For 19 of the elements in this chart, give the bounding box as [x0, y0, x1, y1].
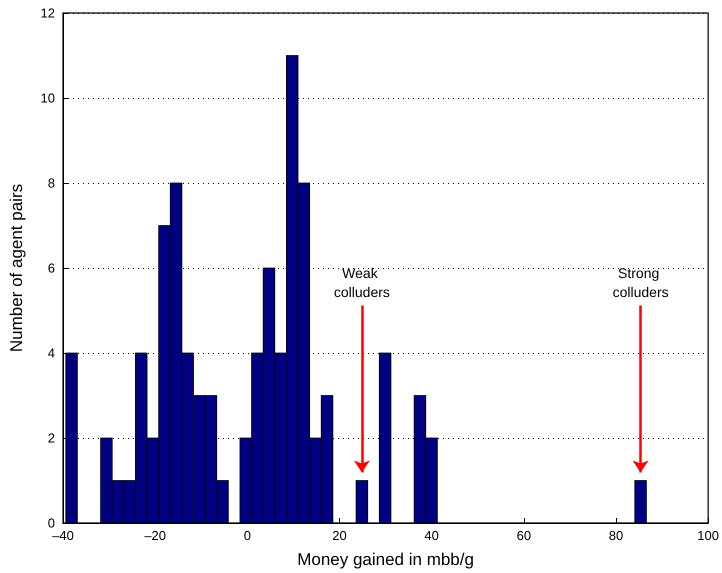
x-tick-label: 20: [332, 528, 347, 543]
x-tick-label: 80: [608, 528, 624, 543]
y-tick-label: 8: [48, 176, 55, 190]
annotation: Strong colluders: [612, 265, 669, 300]
x-tick-label: 100: [697, 528, 720, 543]
x-tick-label: –40: [52, 528, 74, 543]
x-tick-label: 60: [516, 528, 532, 543]
x-tick-label: –20: [144, 528, 166, 543]
y-tick-label: 0: [48, 516, 55, 530]
y-tick-label: 12: [40, 6, 55, 20]
x-tick-label: 40: [424, 528, 439, 543]
y-tick-label: 10: [40, 90, 55, 106]
x-axis-title: Money gained in mbb/g: [297, 550, 474, 569]
y-tick-label: 2: [48, 430, 55, 446]
y-tick-label: 6: [48, 260, 55, 276]
y-axis-title: Number of agent pairs: [7, 184, 26, 352]
x-tick-label: 0: [244, 528, 251, 543]
annotation: Weak colluders: [334, 265, 390, 300]
y-tick-label: 4: [48, 346, 55, 360]
